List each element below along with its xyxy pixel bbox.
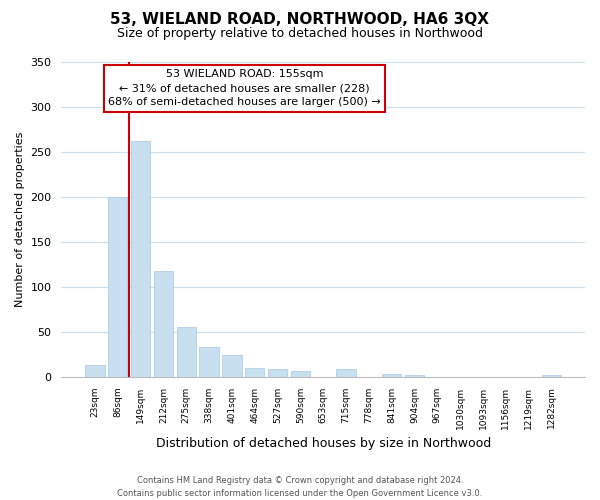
Bar <box>108 196 127 377</box>
Bar <box>85 365 104 377</box>
Bar <box>131 141 150 377</box>
Text: Size of property relative to detached houses in Northwood: Size of property relative to detached ho… <box>117 28 483 40</box>
Bar <box>542 375 561 377</box>
Bar <box>405 375 424 377</box>
Y-axis label: Number of detached properties: Number of detached properties <box>15 132 25 307</box>
Bar <box>222 355 242 377</box>
Text: 53 WIELAND ROAD: 155sqm
← 31% of detached houses are smaller (228)
68% of semi-d: 53 WIELAND ROAD: 155sqm ← 31% of detache… <box>108 70 381 108</box>
X-axis label: Distribution of detached houses by size in Northwood: Distribution of detached houses by size … <box>155 437 491 450</box>
Bar <box>176 328 196 377</box>
Bar <box>268 368 287 377</box>
Bar <box>245 368 265 377</box>
Bar <box>154 270 173 377</box>
Bar <box>290 372 310 377</box>
Text: Contains HM Land Registry data © Crown copyright and database right 2024.
Contai: Contains HM Land Registry data © Crown c… <box>118 476 482 498</box>
Bar <box>337 368 356 377</box>
Bar <box>382 374 401 377</box>
Bar <box>199 347 219 377</box>
Text: 53, WIELAND ROAD, NORTHWOOD, HA6 3QX: 53, WIELAND ROAD, NORTHWOOD, HA6 3QX <box>110 12 490 28</box>
